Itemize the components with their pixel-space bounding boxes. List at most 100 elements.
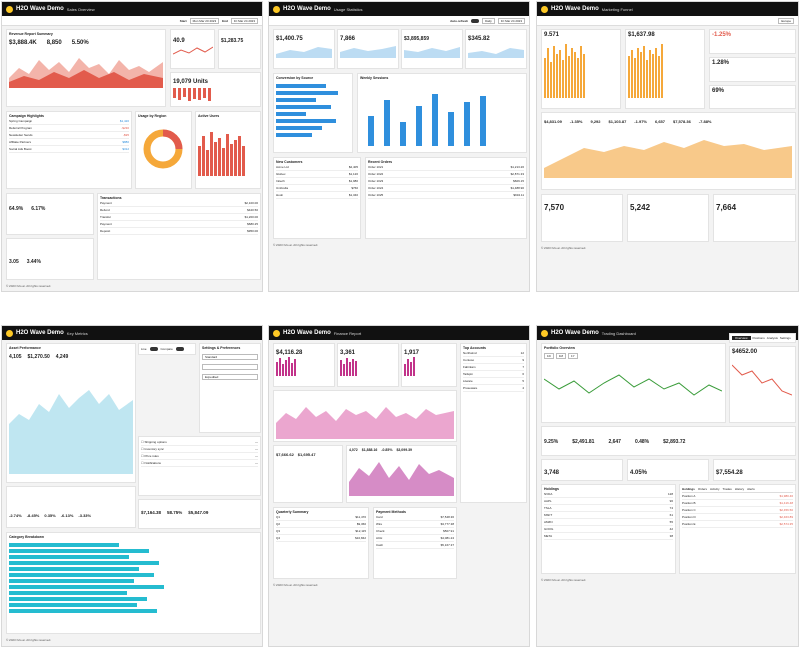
list-item[interactable]: Position C $2,456.50 bbox=[682, 508, 793, 514]
tab[interactable]: Orders bbox=[697, 487, 708, 491]
auto-refresh-toggle[interactable] bbox=[471, 18, 480, 23]
list-item[interactable]: Umbrella $760 bbox=[276, 186, 358, 192]
list-item[interactable]: Proseware 4 bbox=[463, 386, 524, 392]
option-dropdown[interactable]: Expedited bbox=[202, 374, 258, 380]
tab[interactable]: Alerts bbox=[747, 487, 755, 491]
metric-value: $1,637.98 bbox=[628, 32, 655, 38]
period-dropdown[interactable]: Daily bbox=[482, 17, 495, 24]
tab[interactable]: Trades bbox=[722, 487, 732, 491]
date-picker[interactable]: Fri Mar 24 2023 bbox=[497, 17, 525, 24]
list-item[interactable]: META 38 bbox=[544, 534, 673, 540]
table-row[interactable]: Payment $2,100.00 bbox=[100, 201, 258, 207]
list-item[interactable]: ☐ Price rules — bbox=[141, 454, 258, 460]
list-item[interactable]: Position B $1,416.48 bbox=[682, 501, 793, 507]
list-item[interactable]: TSLA 74 bbox=[544, 506, 673, 512]
list-item[interactable]: Fabrikam 7 bbox=[463, 365, 524, 371]
table-row[interactable]: Q3 $12,115 bbox=[276, 529, 366, 535]
metric-value: 5,242 bbox=[630, 203, 651, 212]
live-toggle[interactable] bbox=[149, 347, 158, 351]
region-dropdown[interactable]: Europe bbox=[778, 17, 794, 24]
range-tab[interactable]: 1D bbox=[544, 353, 554, 359]
table-row[interactable]: Transfer $1,200.00 bbox=[100, 215, 258, 221]
tab[interactable]: Holdings bbox=[682, 487, 695, 491]
card-title: Conversion by Source bbox=[276, 76, 314, 80]
list-item[interactable]: NVDA 128 bbox=[544, 492, 673, 498]
footer: © 2023 h2o.ai. All rights reserved. bbox=[6, 284, 52, 288]
list-item[interactable]: GOOG 42 bbox=[544, 527, 673, 533]
list-item[interactable]: Newsletter Sends -$95 bbox=[9, 133, 129, 139]
list-item[interactable]: Card $7,548.36 bbox=[376, 515, 454, 521]
metric-value: -1.35% bbox=[569, 119, 583, 124]
list-item[interactable]: Contoso 9 bbox=[463, 358, 524, 364]
table-row[interactable]: Payment $680.25 bbox=[100, 222, 258, 228]
list-item[interactable]: Litware 5 bbox=[463, 379, 524, 385]
list-item[interactable]: Position E $2,574.35 bbox=[682, 522, 793, 528]
table-row[interactable]: Order 1022 $2,871.33 bbox=[368, 172, 524, 178]
metric-value: $3,099.39 bbox=[396, 448, 413, 452]
compare-toggle[interactable] bbox=[175, 347, 184, 351]
list-item[interactable]: AMZN 55 bbox=[544, 520, 673, 526]
list-item[interactable]: ☐ Shipping options — bbox=[141, 440, 258, 446]
list-item[interactable]: Spring Campaign $1,420 bbox=[9, 119, 129, 125]
list-item[interactable]: Check $507.91 bbox=[376, 529, 454, 535]
table-row[interactable]: Refund $420.50 bbox=[100, 208, 258, 214]
start-date-picker[interactable]: Mon Mar 20 2023 bbox=[189, 17, 220, 24]
list-item[interactable]: Tailspin 6 bbox=[463, 372, 524, 378]
tab-overview[interactable]: Overview bbox=[732, 336, 751, 340]
card-title: Weekly Sessions bbox=[360, 76, 389, 80]
card-title: Active Users bbox=[198, 114, 220, 118]
area-chart bbox=[276, 407, 454, 439]
list-item[interactable]: Globex $1,120 bbox=[276, 172, 358, 178]
range-tab[interactable]: 1M bbox=[555, 353, 567, 359]
table-row[interactable]: Order 1025 $934.11 bbox=[368, 193, 524, 199]
table-row[interactable]: Deposit $950.00 bbox=[100, 229, 258, 235]
card-title: Quarterly Summary bbox=[276, 510, 309, 514]
asset-chart-card: Asset Performance 4,105 $1,270.50 4,249 bbox=[6, 343, 136, 483]
table-row[interactable]: Q1 $11,470 bbox=[276, 515, 366, 521]
end-date-picker[interactable]: Fri Mar 24 2023 bbox=[230, 17, 258, 24]
table-row[interactable]: Order 1021 $1,213.26 bbox=[368, 165, 524, 171]
quarterly-table-card: Quarterly Summary Q1 $11,470 Q2 $9,360 Q3 $… bbox=[273, 507, 369, 579]
metric-value: $1,400.75 bbox=[276, 36, 303, 42]
usage-dashboard-tile: H2O Wave Demo Usage Statistics Auto-refre… bbox=[268, 1, 530, 292]
metric-value: 3.44% bbox=[26, 259, 41, 265]
metric-value: -1.97% bbox=[634, 119, 647, 124]
toolbar: Europe bbox=[537, 16, 798, 26]
list-item[interactable]: MSFT 61 bbox=[544, 513, 673, 519]
card-title: Asset Performance bbox=[9, 346, 41, 350]
list-item[interactable]: Initech $1,980 bbox=[276, 179, 358, 185]
shipping-dropdown[interactable]: Standard bbox=[202, 354, 258, 360]
list-item[interactable]: ☐ Inventory sync — bbox=[141, 447, 258, 453]
list-item[interactable]: Affiliate Partners $880 bbox=[9, 140, 129, 146]
tab-analysis[interactable]: Analysis bbox=[766, 336, 778, 340]
list-item[interactable]: ☐ Notifications — bbox=[141, 461, 258, 467]
list-item[interactable]: Cash $5,167.37 bbox=[376, 543, 454, 549]
table-row[interactable]: Q2 $9,360 bbox=[276, 522, 366, 528]
range-tab[interactable]: 1Y bbox=[568, 353, 578, 359]
footer: © 2023 h2o.ai. All rights reserved. bbox=[273, 243, 319, 247]
metric-value: -2.74% bbox=[9, 513, 22, 518]
accounts-list-card: Top Accounts Northwind 12 Contoso 9 Fabrik… bbox=[460, 343, 527, 503]
list-item[interactable]: Social Ads Boost $312 bbox=[9, 147, 129, 153]
list-item[interactable]: Hooli $1,340 bbox=[276, 193, 358, 199]
list-item[interactable]: AAPL 96 bbox=[544, 499, 673, 505]
metric-value: 2,647 bbox=[608, 439, 621, 445]
card-title: Holdings bbox=[544, 487, 559, 491]
table-row[interactable]: Order 1023 $609.15 bbox=[368, 179, 524, 185]
logo-icon bbox=[541, 329, 548, 337]
table-row[interactable]: Q4 $10,842 bbox=[276, 536, 366, 542]
list-item[interactable]: ACH $4,081.24 bbox=[376, 536, 454, 542]
table-row[interactable]: Order 1024 $1,488.90 bbox=[368, 186, 524, 192]
list-item[interactable]: Referral Program -$230 bbox=[9, 126, 129, 132]
list-item[interactable]: Acme Ltd $2,405 bbox=[276, 165, 358, 171]
tab[interactable]: Activity bbox=[710, 487, 720, 491]
tab-positions[interactable]: Positions bbox=[752, 336, 765, 340]
list-item[interactable]: Position A $1,980.46 bbox=[682, 494, 793, 500]
list-item[interactable]: Wire $3,777.38 bbox=[376, 522, 454, 528]
tab[interactable]: History bbox=[734, 487, 745, 491]
list-item[interactable]: Northwind 12 bbox=[463, 351, 524, 357]
tab-settings[interactable]: Settings bbox=[779, 336, 791, 340]
text-input[interactable] bbox=[202, 364, 258, 370]
metric-value: 7,664 bbox=[716, 203, 737, 212]
list-item[interactable]: Position D $2,463.89 bbox=[682, 515, 793, 521]
